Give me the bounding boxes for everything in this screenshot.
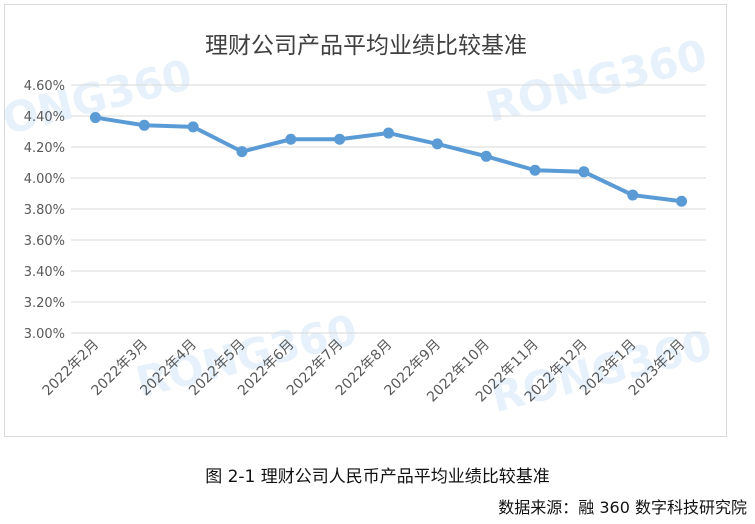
gridlines (71, 84, 706, 334)
chart-title: 理财公司产品平均业绩比较基准 (205, 33, 527, 59)
data-point (480, 150, 492, 162)
y-tick-label: 4.00% (24, 172, 65, 187)
data-point (578, 166, 590, 178)
y-tick-label: 4.60% (24, 79, 65, 94)
watermark-text: RONG360 (5, 50, 197, 152)
y-tick-label: 3.60% (24, 234, 65, 249)
data-point (187, 121, 199, 133)
y-axis-ticks: 4.60% 4.40% 4.20% 4.00% 3.80% 3.60% 3.40% 3.20%… (24, 79, 65, 342)
y-tick-label: 4.20% (24, 141, 65, 156)
y-tick-label: 3.00% (24, 327, 65, 342)
data-point (138, 119, 150, 131)
data-point (627, 189, 639, 201)
series-layer (89, 112, 688, 207)
data-point (334, 133, 346, 145)
data-source: 数据来源：融 360 数字科技研究院 (498, 498, 747, 517)
data-point (676, 195, 688, 207)
data-point (431, 138, 443, 150)
y-tick-label: 4.40% (24, 110, 65, 125)
data-point (529, 164, 541, 176)
data-point (89, 112, 101, 124)
y-tick-label: 3.20% (24, 296, 65, 311)
chart-frame: RONG360 RONG360 RONG360 RONG360 理财公司产品平均业绩比… (4, 4, 727, 437)
data-point (285, 133, 297, 145)
y-tick-label: 3.80% (24, 203, 65, 218)
y-tick-label: 3.40% (24, 265, 65, 280)
figure-caption: 图 2-1 理财公司人民币产品平均业绩比较基准 (205, 467, 550, 487)
data-point (383, 127, 394, 139)
data-point (236, 146, 248, 158)
